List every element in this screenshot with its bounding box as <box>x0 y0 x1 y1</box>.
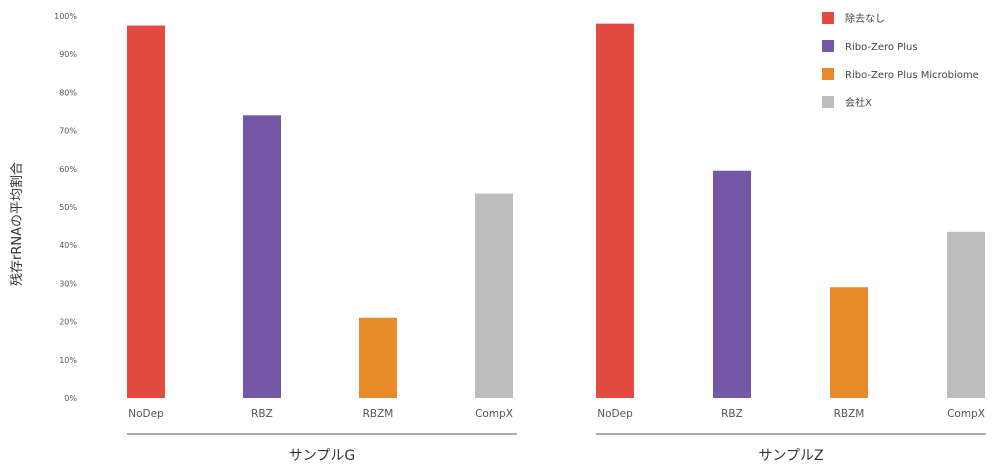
bar <box>127 25 165 399</box>
legend-swatch <box>822 68 834 80</box>
legend-label: Ribo-Zero Plus Microbiome <box>845 70 979 81</box>
legend-item: 除去なし <box>822 12 885 25</box>
bar-group: NoDep RBZ RBZM CompX サンプルG <box>127 25 517 464</box>
y-tick-label: 30% <box>59 279 77 288</box>
category-label: NoDep <box>128 408 164 420</box>
bar <box>475 193 513 398</box>
y-tick-label: 90% <box>59 50 77 59</box>
legend-item: 会社X <box>822 96 872 109</box>
group-label: サンプルZ <box>758 448 823 464</box>
category-label: CompX <box>475 408 513 420</box>
legend-item: Ribo-Zero Plus <box>822 40 918 53</box>
bar <box>713 170 751 398</box>
y-tick-label: 10% <box>59 356 77 365</box>
legend-label: 除去なし <box>845 12 885 25</box>
y-axis-label: 残存rRNAの平均割合 <box>9 162 25 286</box>
y-tick-label: 0% <box>64 394 77 403</box>
category-label: CompX <box>947 408 985 420</box>
bar-groups: NoDep RBZ RBZM CompX サンプルG NoDep RBZ RBZM CompX サ… <box>127 23 986 464</box>
legend-swatch <box>822 40 834 52</box>
category-label: RBZM <box>363 408 394 420</box>
legend-swatch <box>822 96 834 108</box>
category-label: NoDep <box>597 408 633 420</box>
bar <box>947 231 985 398</box>
bar-group: NoDep RBZ RBZM CompX サンプルZ <box>596 23 986 464</box>
y-tick-label: 80% <box>59 88 77 97</box>
bar <box>830 287 868 398</box>
legend-label: 会社X <box>845 96 872 109</box>
bar <box>359 317 397 398</box>
legend: 除去なし Ribo-Zero Plus Ribo-Zero Plus Microbi… <box>822 12 979 109</box>
y-axis-ticks: 0% 10% 20% 30% 40% 50% 60% 70% 80% 90% 100% <box>54 12 77 403</box>
y-tick-label: 50% <box>59 203 77 212</box>
y-tick-label: 60% <box>59 165 77 174</box>
bar <box>596 23 634 398</box>
legend-item: Ribo-Zero Plus Microbiome <box>822 68 979 81</box>
y-tick-label: 20% <box>59 318 77 327</box>
y-tick-label: 70% <box>59 127 77 136</box>
y-tick-label: 40% <box>59 241 77 250</box>
y-tick-label: 100% <box>54 12 77 21</box>
bar <box>243 115 281 398</box>
category-label: RBZM <box>834 408 865 420</box>
legend-label: Ribo-Zero Plus <box>845 42 918 53</box>
legend-swatch <box>822 12 834 24</box>
category-label: RBZ <box>721 408 743 420</box>
group-label: サンプルG <box>289 448 355 464</box>
category-label: RBZ <box>251 408 273 420</box>
